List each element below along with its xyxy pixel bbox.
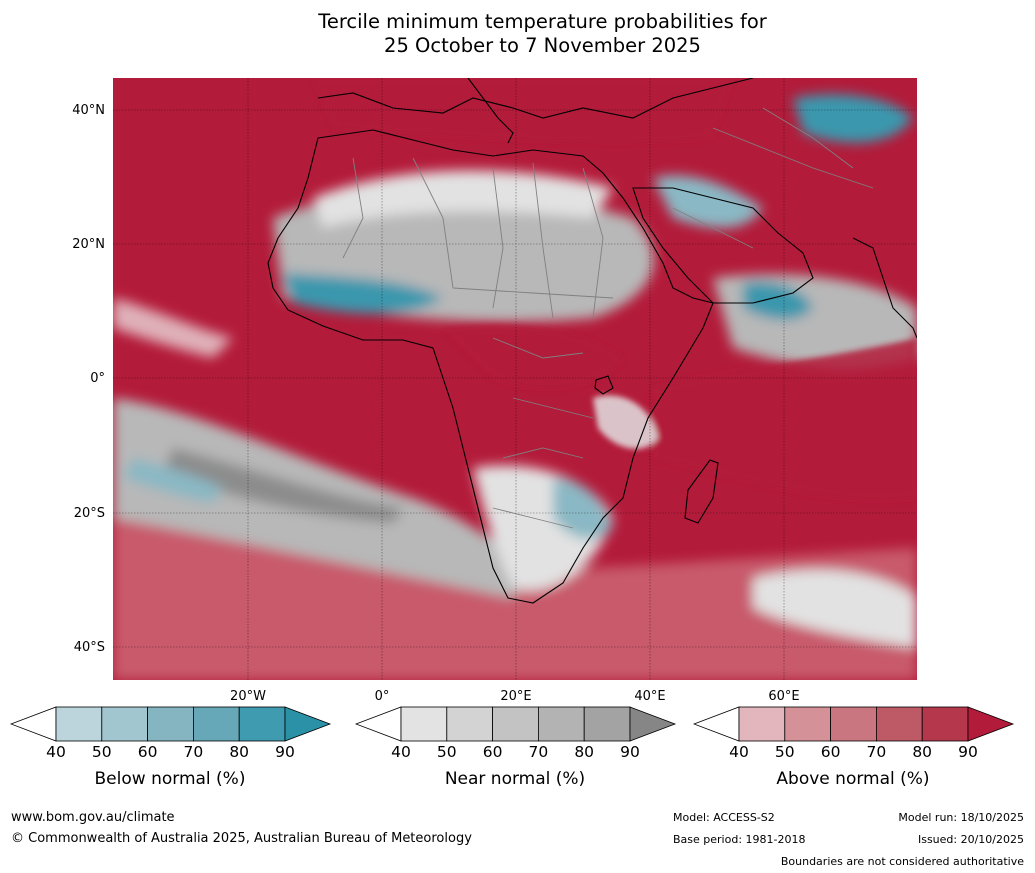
colorbar-tick-label: 90	[620, 743, 640, 761]
footer-copyright: © Commonwealth of Australia 2025, Austra…	[11, 831, 472, 846]
colorbar-over-triangle	[284, 706, 332, 742]
colorbar-segment	[921, 706, 969, 742]
colorbar-segment	[583, 706, 631, 742]
forecast-map	[113, 78, 917, 680]
south-atlantic-above-mid	[113, 508, 473, 680]
lon-label-60e: 60°E	[768, 689, 800, 704]
lat-label-40s: 40°S	[73, 640, 105, 655]
indian-ocean-near	[753, 569, 917, 648]
colorbar-over-triangle	[629, 706, 677, 742]
lon-label-0: 0°	[374, 689, 390, 704]
colorbar-tick-label: 70	[528, 743, 549, 761]
arabia-below	[653, 175, 763, 228]
map-title: Tercile minimum temperature probabilitie…	[0, 10, 1035, 58]
congo-above	[443, 324, 623, 389]
footer-website: www.bom.gov.au/climate	[11, 810, 175, 825]
arabia-coastline	[632, 187, 814, 304]
colorbar-near-normal	[355, 706, 677, 742]
lat-label-20s: 20°S	[73, 506, 105, 521]
colorbar-below-normal	[10, 706, 332, 742]
colorbar-tick-label: 50	[436, 743, 457, 761]
colorbar-tick-label: 80	[229, 743, 250, 761]
title-line-2: 25 October to 7 November 2025	[384, 34, 701, 57]
colorbar-above-normal	[693, 706, 1015, 742]
colorbar-title-below: Below normal (%)	[94, 769, 246, 789]
map-canvas	[113, 78, 917, 680]
colorbar-segment	[238, 706, 286, 742]
colorbar-tick-label: 50	[774, 743, 795, 761]
footer-boundaries-note: Boundaries are not considered authoritat…	[780, 855, 1024, 868]
west-atlantic-light	[113, 298, 233, 358]
colorbar-over-triangle	[967, 706, 1015, 742]
colorbar-under-triangle	[355, 706, 402, 742]
sahara-near-light	[313, 170, 613, 228]
colorbar-segment	[537, 706, 585, 742]
colorbar-tick-label: 90	[958, 743, 978, 761]
southern-africa-below	[553, 478, 613, 539]
graticule	[113, 78, 917, 680]
lon-label-40e: 40°E	[634, 689, 666, 704]
colorbar-tick-label: 60	[820, 743, 841, 761]
country-borders	[342, 107, 874, 529]
colorbar-title-near: Near normal (%)	[444, 769, 586, 789]
lon-label-20w: 20°W	[230, 689, 266, 704]
africa-coastline	[267, 129, 714, 604]
title-line-1: Tercile minimum temperature probabilitie…	[318, 10, 767, 33]
india-coastline	[852, 237, 917, 339]
coastlines	[267, 78, 917, 604]
colorbar-segment	[55, 706, 103, 742]
colorbar-segment	[738, 706, 786, 742]
colorbar-tick-label: 40	[729, 743, 749, 761]
south-atlantic-below	[123, 458, 223, 503]
colorbar-segment	[446, 706, 494, 742]
indian-ocean-above	[653, 338, 917, 500]
lake-victoria	[594, 375, 614, 395]
colorbar-tick-label: 70	[183, 743, 204, 761]
sahel-below	[283, 273, 443, 314]
italy-coastline	[467, 78, 514, 144]
lon-label-20e: 20°E	[500, 689, 532, 704]
colorbar-segment	[784, 706, 832, 742]
colorbar-tick-label: 80	[912, 743, 933, 761]
colorbar-under-triangle	[10, 706, 57, 742]
colorbar-segment	[147, 706, 194, 742]
colorbar-under-triangle	[693, 706, 740, 742]
lat-label-40n: 40°N	[72, 103, 105, 118]
colorbar-segment	[400, 706, 448, 742]
colorbar-title-above: Above normal (%)	[776, 769, 930, 789]
footer-model-run: Model run: 18/10/2025	[898, 811, 1024, 824]
colorbar-tick-label: 90	[275, 743, 295, 761]
colorbar-tick-label: 60	[482, 743, 503, 761]
colorbar-tick-label: 50	[91, 743, 112, 761]
colorbar-segment	[192, 706, 240, 742]
madagascar-coastline	[684, 459, 719, 524]
colorbar-segment	[101, 706, 149, 742]
footer-model: Model: ACCESS-S2	[673, 811, 775, 824]
europe-above	[313, 78, 733, 143]
iran-below	[793, 94, 913, 143]
colorbar-segment	[875, 706, 923, 742]
colorbar-tick-label: 60	[137, 743, 158, 761]
colorbar-tick-label: 70	[866, 743, 887, 761]
south-atlantic-near-dark	[163, 448, 403, 523]
lat-label-20n: 20°N	[72, 237, 105, 252]
europe-coastline	[317, 78, 754, 119]
lat-label-0: 0°	[90, 371, 105, 386]
colorbar-segment	[492, 706, 539, 742]
colorbar-tick-label: 40	[391, 743, 411, 761]
colorbar-segment	[830, 706, 877, 742]
footer-base-period: Base period: 1981-2018	[673, 833, 806, 846]
colorbar-tick-label: 40	[46, 743, 66, 761]
colorbar-tick-label: 80	[574, 743, 595, 761]
footer-issued: Issued: 20/10/2025	[917, 833, 1024, 846]
